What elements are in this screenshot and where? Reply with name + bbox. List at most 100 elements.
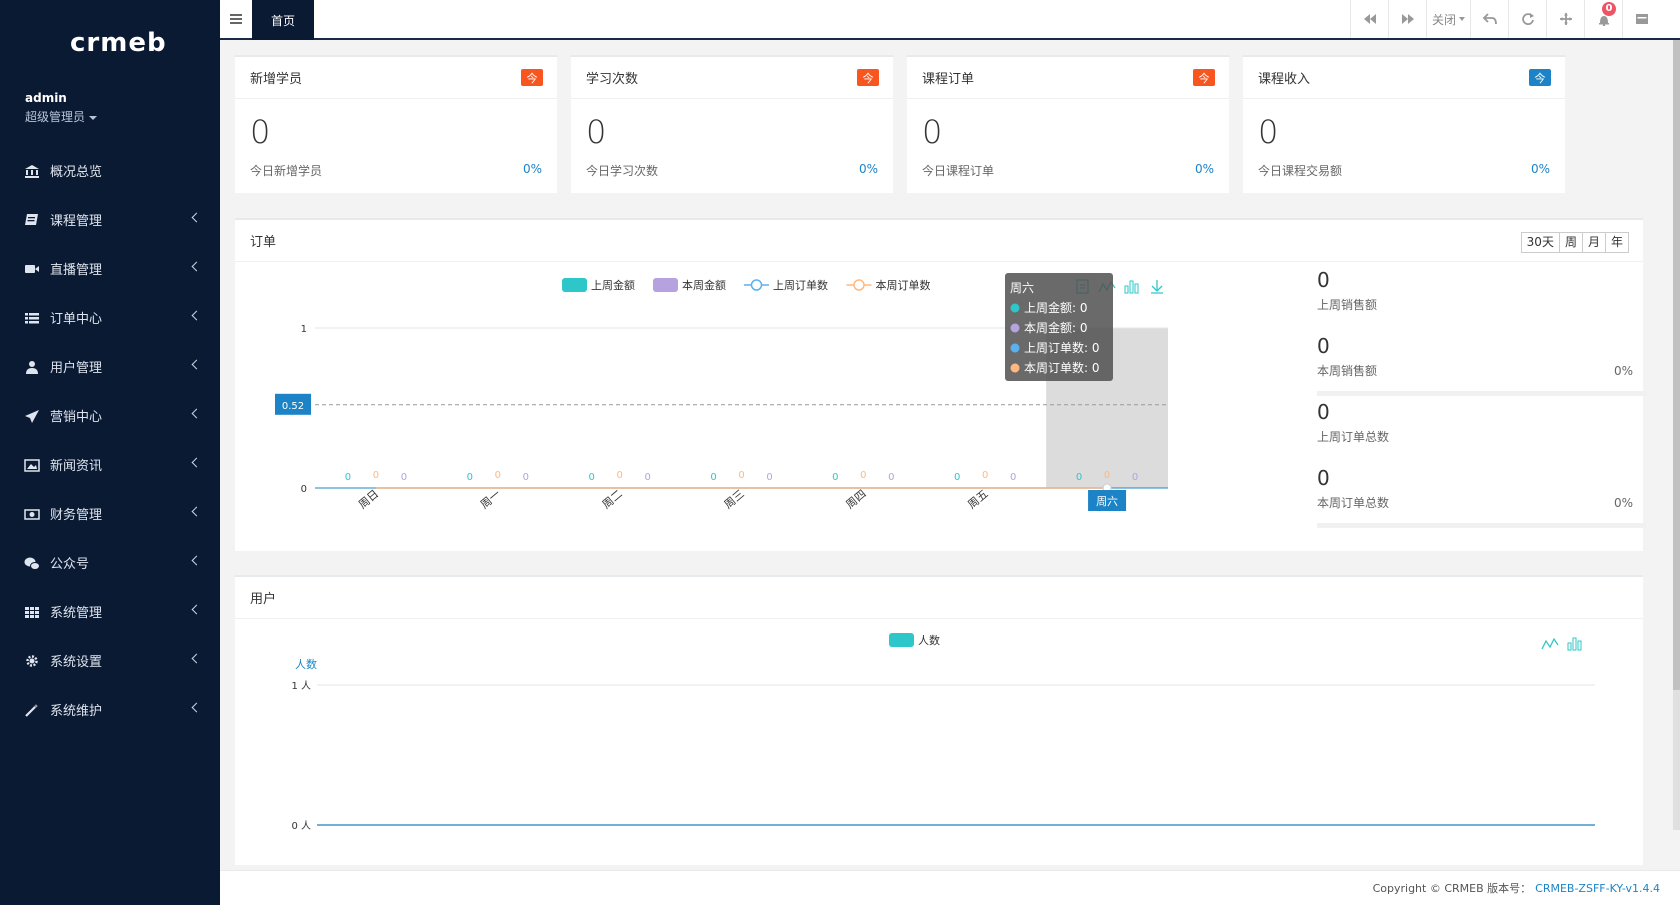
sidebar-item-9[interactable]: 系统管理 <box>0 587 220 636</box>
more-button[interactable] <box>1622 0 1660 38</box>
stat-card-title: 学习次数今 <box>571 57 893 99</box>
bank-icon <box>24 164 40 178</box>
chevron-left-icon <box>192 605 202 615</box>
legend-swatch <box>889 633 914 647</box>
y-tick-label: 1 人 <box>291 680 311 692</box>
sidebar-item-2[interactable]: 直播管理 <box>0 244 220 293</box>
data-label-1-0: 0 <box>401 472 407 483</box>
tooltip-row: 上周订单数: 0 <box>1024 340 1100 355</box>
scrollbar-thumb[interactable] <box>1673 40 1680 690</box>
stat-pct: 0% <box>1195 162 1214 176</box>
stat-pct: 0% <box>859 162 878 176</box>
stat-title: 课程收入 <box>1258 68 1310 87</box>
sidebar-item-0[interactable]: 概况总览 <box>0 146 220 195</box>
vertical-scrollbar[interactable] <box>1673 40 1680 830</box>
stat-value: 0 <box>922 113 942 151</box>
data-label-3-5: 0 <box>982 470 988 481</box>
side-stat-label: 上周销售额 <box>1317 296 1647 313</box>
chevron-left-icon <box>192 556 202 566</box>
fullscreen-button[interactable] <box>1546 0 1584 38</box>
forward-icon <box>1402 14 1414 24</box>
side-stat-value: 0 <box>1317 466 1647 490</box>
topbar: 首页 关闭 0 <box>220 0 1680 40</box>
sidebar-item-3[interactable]: 订单中心 <box>0 293 220 342</box>
card-icon <box>1636 14 1648 24</box>
side-stat-pct: 0% <box>1614 496 1633 510</box>
chevron-left-icon <box>192 458 202 468</box>
chart-tooltip: 周六上周金额: 0本周金额: 0上周订单数: 0本周订单数: 0 <box>1005 273 1113 381</box>
sidebar-item-8[interactable]: 公众号 <box>0 538 220 587</box>
stat-desc: 今日课程交易额 <box>1258 162 1342 179</box>
sidebar-item-6[interactable]: 新闻资讯 <box>0 440 220 489</box>
bar-chart-icon[interactable] <box>1125 281 1138 293</box>
side-stat-3: 0 本周订单总数0% <box>1317 466 1647 532</box>
range-button-0[interactable]: 30天 <box>1521 232 1560 253</box>
legend-item-1[interactable]: 本周金额 <box>653 278 726 292</box>
sidebar-item-label: 新闻资讯 <box>50 455 102 474</box>
today-badge: 今 <box>1193 69 1215 86</box>
stat-title: 学习次数 <box>586 68 638 87</box>
sidebar-item-10[interactable]: 系统设置 <box>0 636 220 685</box>
tooltip-marker <box>1011 364 1020 373</box>
line-chart-icon[interactable] <box>1542 639 1558 649</box>
side-stat-value: 0 <box>1317 400 1647 424</box>
side-stat-label: 本周订单总数 <box>1317 494 1647 511</box>
notifications-button[interactable]: 0 <box>1584 0 1622 38</box>
stat-card-2: 课程订单今0今日课程订单0% <box>907 55 1229 193</box>
x-tick-label: 周四 <box>844 487 869 511</box>
sidebar-item-label: 营销中心 <box>50 406 102 425</box>
side-stat-1: 0本周销售额0% <box>1317 334 1647 400</box>
chevron-left-icon <box>192 654 202 664</box>
legend-label: 本周金额 <box>682 278 726 292</box>
image-icon <box>24 458 40 472</box>
y-tick-label: 1 <box>301 324 307 335</box>
user-info[interactable]: admin 超级管理员 <box>25 91 97 125</box>
paper-plane-icon <box>24 409 40 423</box>
footer-version[interactable]: CRMEB-ZSFF-KY-v1.4.4 <box>1535 882 1660 895</box>
refresh-button[interactable] <box>1508 0 1546 38</box>
chevron-left-icon <box>192 311 202 321</box>
sidebar-item-label: 财务管理 <box>50 504 102 523</box>
legend-item-0[interactable]: 人数 <box>889 633 940 647</box>
bar-chart-icon[interactable] <box>1568 638 1581 650</box>
footer-copyright: Copyright © CRMEB 版本号： <box>1373 880 1532 896</box>
sidebar-item-11[interactable]: 系统维护 <box>0 685 220 734</box>
chevron-left-icon <box>192 409 202 419</box>
stat-desc: 今日新增学员 <box>250 162 322 179</box>
legend-item-2[interactable]: 上周订单数 <box>744 279 828 292</box>
back-button[interactable] <box>1470 0 1508 38</box>
range-button-1[interactable]: 周 <box>1559 232 1583 253</box>
range-button-3[interactable]: 年 <box>1605 232 1629 253</box>
download-icon[interactable] <box>1151 280 1163 293</box>
data-label-3-2: 0 <box>616 470 622 481</box>
stat-pct: 0% <box>1531 162 1550 176</box>
close-tabs-dropdown[interactable]: 关闭 <box>1426 0 1470 38</box>
menu-toggle-button[interactable] <box>220 0 252 38</box>
stat-card-title: 新增学员今 <box>235 57 557 99</box>
orders-side-stats: 0上周销售额0本周销售额0%0上周订单总数0本周订单总数0% <box>1317 268 1647 532</box>
scroll-left-button[interactable] <box>1350 0 1388 38</box>
sidebar-item-1[interactable]: 课程管理 <box>0 195 220 244</box>
sidebar-item-4[interactable]: 用户管理 <box>0 342 220 391</box>
sidebar-item-label: 用户管理 <box>50 357 102 376</box>
data-label-0-4: 0 <box>832 472 838 483</box>
sidebar-item-7[interactable]: 财务管理 <box>0 489 220 538</box>
main-content: 新增学员今0今日新增学员0%学习次数今0今日学习次数0%课程订单今0今日课程订单… <box>220 40 1680 865</box>
legend-item-0[interactable]: 上周金额 <box>562 278 635 292</box>
y-axis-title: 人数 <box>295 658 317 671</box>
range-button-2[interactable]: 月 <box>1582 232 1606 253</box>
sidebar-item-label: 课程管理 <box>50 210 102 229</box>
tab-home[interactable]: 首页 <box>252 0 314 40</box>
sidebar-item-5[interactable]: 营销中心 <box>0 391 220 440</box>
range-button-group: 30天周月年 <box>1522 232 1629 253</box>
data-label-0-2: 0 <box>588 472 594 483</box>
scroll-right-button[interactable] <box>1388 0 1426 38</box>
legend-item-3[interactable]: 本周订单数 <box>847 278 931 292</box>
stat-desc: 今日课程订单 <box>922 162 994 179</box>
side-stat-pct: 0% <box>1614 364 1633 378</box>
x-tick-label: 周三 <box>722 487 747 511</box>
x-tick-label: 周二 <box>600 487 625 511</box>
user-role-dropdown[interactable]: 超级管理员 <box>25 108 97 125</box>
tooltip-row: 本周订单数: 0 <box>1024 360 1100 375</box>
